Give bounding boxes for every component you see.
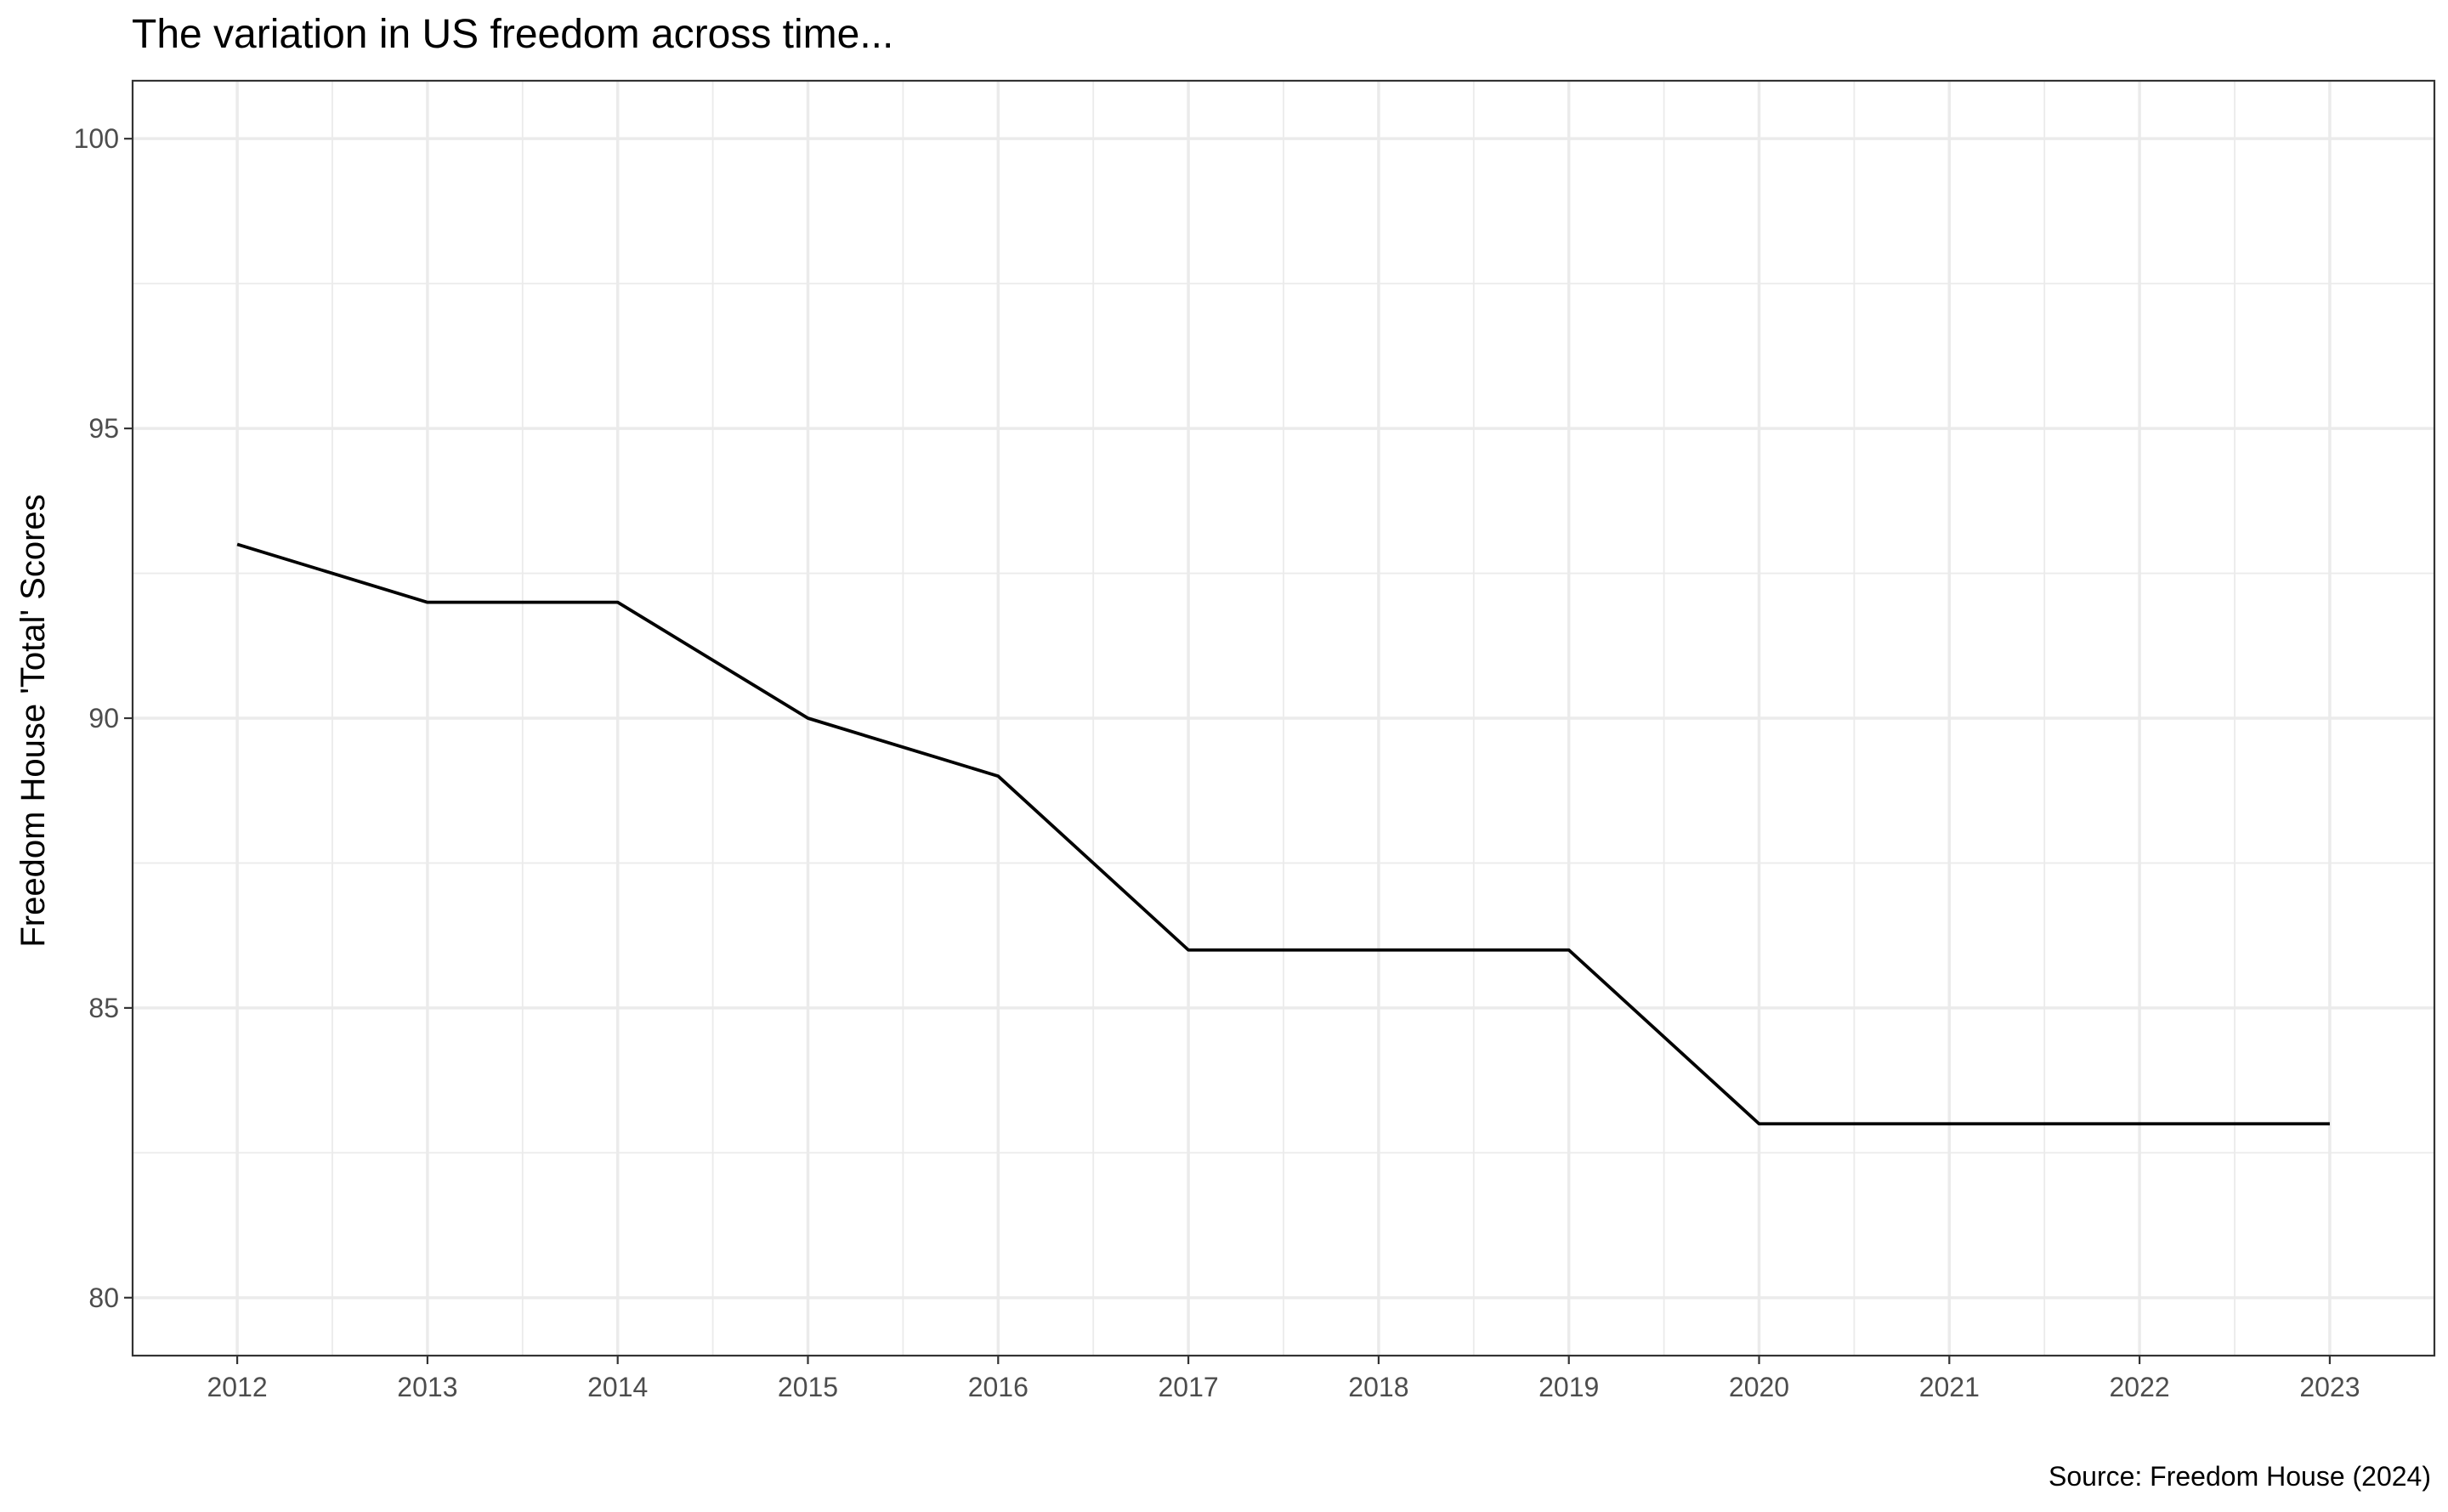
x-tick-label: 2015 bbox=[778, 1372, 838, 1402]
x-tick-label: 2016 bbox=[968, 1372, 1028, 1402]
x-tick-label: 2019 bbox=[1538, 1372, 1599, 1402]
y-tick-label: 95 bbox=[88, 413, 119, 444]
y-tick-label: 80 bbox=[88, 1283, 119, 1313]
x-tick-label: 2014 bbox=[587, 1372, 648, 1402]
x-tick-label: 2022 bbox=[2110, 1372, 2170, 1402]
x-tick-label: 2013 bbox=[397, 1372, 457, 1402]
x-tick-label: 2021 bbox=[1919, 1372, 1980, 1402]
series-line bbox=[236, 542, 2330, 1126]
x-tick-label: 2020 bbox=[1729, 1372, 1789, 1402]
chart-title: The variation in US freedom across time.… bbox=[132, 12, 893, 57]
y-tick-label: 85 bbox=[88, 993, 119, 1023]
x-tick-label: 2023 bbox=[2299, 1372, 2360, 1402]
major-gridlines bbox=[133, 81, 2434, 1356]
y-tick-label: 90 bbox=[88, 703, 119, 733]
y-axis-title: Freedom House 'Total' Scores bbox=[14, 494, 52, 947]
x-axis-ticks: 2012 2013 2014 2015 2016 2017 2018 2019 2020 2021… bbox=[207, 1356, 2360, 1402]
source-caption: Source: Freedom House (2024) bbox=[2048, 1461, 2431, 1492]
y-axis-ticks: 80 85 90 95 100 bbox=[74, 123, 133, 1313]
x-tick-label: 2017 bbox=[1159, 1372, 1219, 1402]
x-tick-label: 2018 bbox=[1348, 1372, 1408, 1402]
y-tick-label: 100 bbox=[74, 123, 119, 154]
x-tick-label: 2012 bbox=[207, 1372, 267, 1402]
